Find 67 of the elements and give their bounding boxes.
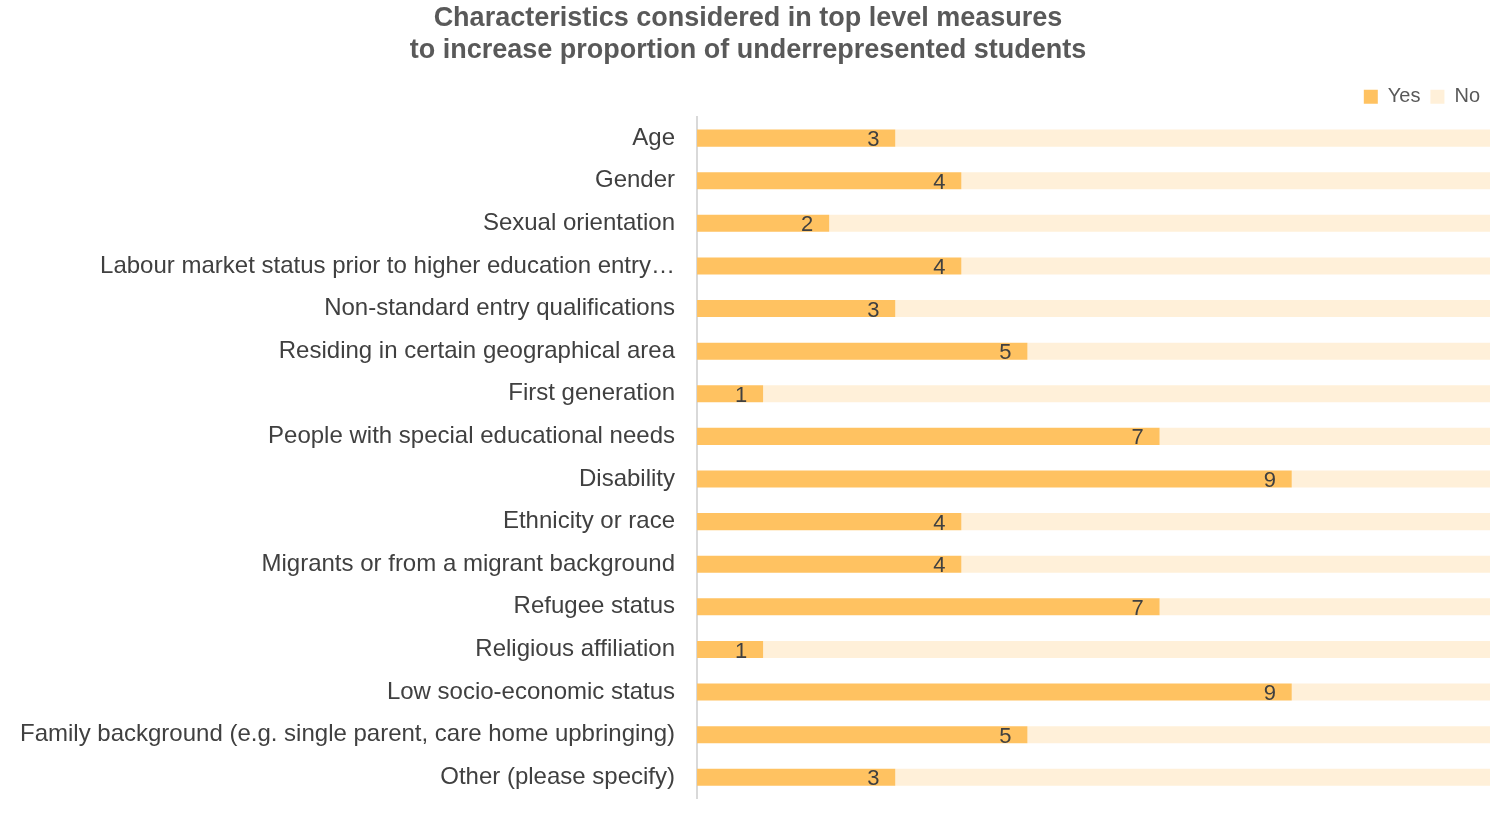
y-tick-label: Non-standard entry qualifications <box>324 293 676 321</box>
legend-label: No <box>1454 84 1481 107</box>
bar <box>1159 427 1490 445</box>
data-label: 3 <box>867 765 880 791</box>
data-label: 7 <box>1131 424 1144 450</box>
y-tick-label: Ethnicity or race <box>502 506 676 534</box>
y-tick-label: Age <box>632 122 676 150</box>
bar <box>697 470 1292 488</box>
bar <box>1291 470 1490 488</box>
legend-label: Yes <box>1387 84 1421 107</box>
bar <box>763 640 1490 658</box>
bar <box>1027 726 1490 744</box>
bar <box>697 726 1028 744</box>
bar <box>961 555 1490 573</box>
data-label: 4 <box>933 509 946 535</box>
chart-title: Characteristics considered in top level measures to increase proportion of underrepresented students <box>409 1 1087 65</box>
data-label: 3 <box>867 296 880 322</box>
y-tick-label: Low socio-economic status <box>386 676 676 704</box>
bar <box>697 172 962 190</box>
y-tick-label: Refugee status <box>513 591 676 619</box>
y-tick-label: Gender <box>594 165 676 193</box>
bar <box>961 172 1490 190</box>
bar <box>697 342 1028 360</box>
bar <box>895 300 1490 318</box>
y-tick-label: Religious affiliation <box>475 634 676 662</box>
y-tick-label: Labour market status prior to higher education entry… <box>100 250 676 278</box>
y-tick-label: Other (please specify) <box>440 761 676 789</box>
bar <box>697 427 1160 445</box>
y-tick-label: Sexual orientation <box>482 207 676 235</box>
bar <box>961 257 1490 275</box>
y-tick-label: People with special educational needs <box>268 421 676 449</box>
bar <box>829 214 1490 232</box>
bar <box>1159 598 1490 616</box>
bar <box>697 640 764 658</box>
data-label: 5 <box>999 722 1012 748</box>
data-label: 7 <box>1131 594 1144 620</box>
bar <box>697 300 896 318</box>
bar <box>697 385 764 403</box>
data-label: 4 <box>933 552 946 578</box>
data-label: 3 <box>867 126 880 152</box>
bar <box>697 513 962 531</box>
bar <box>697 598 1160 616</box>
bar <box>1027 342 1490 360</box>
bar <box>697 129 896 147</box>
bar <box>961 513 1490 531</box>
bar <box>697 683 1292 701</box>
data-label: 1 <box>734 637 748 663</box>
bar <box>697 768 896 786</box>
bar <box>697 555 962 573</box>
y-tick-label: First generation <box>508 378 676 406</box>
bar <box>1291 683 1490 701</box>
data-label: 1 <box>734 381 748 407</box>
data-label: 4 <box>933 254 946 280</box>
y-tick-label: Family background (e.g. single parent, care home upbringing) <box>19 719 676 747</box>
bar <box>895 129 1490 147</box>
y-tick-label: Disability <box>578 463 676 491</box>
data-label: 9 <box>1263 680 1276 706</box>
y-tick-label: Residing in certain geographical area <box>278 335 676 363</box>
bar <box>895 768 1490 786</box>
bar <box>697 214 830 232</box>
data-label: 5 <box>999 339 1012 365</box>
data-label: 9 <box>1263 467 1276 493</box>
bar <box>763 385 1490 403</box>
data-label: 4 <box>933 168 946 194</box>
bar <box>697 257 962 275</box>
y-tick-label: Migrants or from a migrant background <box>261 548 676 576</box>
data-label: 2 <box>801 211 814 237</box>
